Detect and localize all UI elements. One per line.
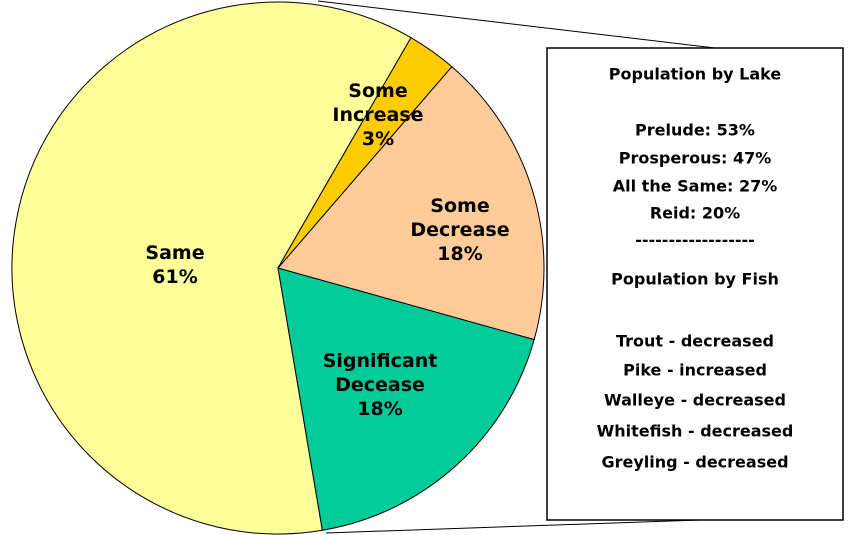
leader-line (325, 519, 701, 534)
annotation-line: Prelude: 53% (635, 121, 755, 140)
annotation-line: Population by Lake (609, 65, 782, 84)
annotation-line: Greyling - decreased (601, 453, 788, 472)
leader-line (317, 0, 716, 49)
category-label: Some Increase (332, 80, 424, 126)
annotation-line: Pike - increased (623, 361, 767, 380)
annotation-line: Reid: 20% (650, 204, 740, 223)
annotation-line: Trout - decreased (616, 332, 774, 351)
category-label: Some Decrease (410, 195, 510, 241)
pie-slice (277, 267, 535, 531)
value-label: 61% (152, 266, 198, 288)
annotation-line: Walleye - decreased (604, 391, 786, 410)
pie-slice (11, 1, 412, 535)
annotation-box (546, 47, 844, 521)
slice-label: Same 61% (105, 241, 245, 289)
pie-slice (277, 65, 545, 341)
slice-label: Some Decrease 18% (390, 194, 530, 266)
value-label: 18% (357, 398, 403, 420)
slice-label: Significant Decease 18% (310, 349, 450, 421)
slice-label: Some Increase 3% (323, 79, 433, 151)
annotation-line: Population by Fish (611, 270, 779, 289)
category-label: Same (145, 242, 205, 264)
value-label: 3% (361, 128, 395, 150)
annotation-line: ------------------ (635, 231, 755, 250)
category-label: Significant Decease (322, 350, 438, 396)
annotation-line: Whitefish - decreased (597, 422, 794, 441)
pie-slice (277, 36, 453, 269)
annotation-line: All the Same: 27% (613, 177, 778, 196)
value-label: 18% (437, 243, 483, 265)
annotation-line: Prosperous: 47% (619, 149, 772, 168)
